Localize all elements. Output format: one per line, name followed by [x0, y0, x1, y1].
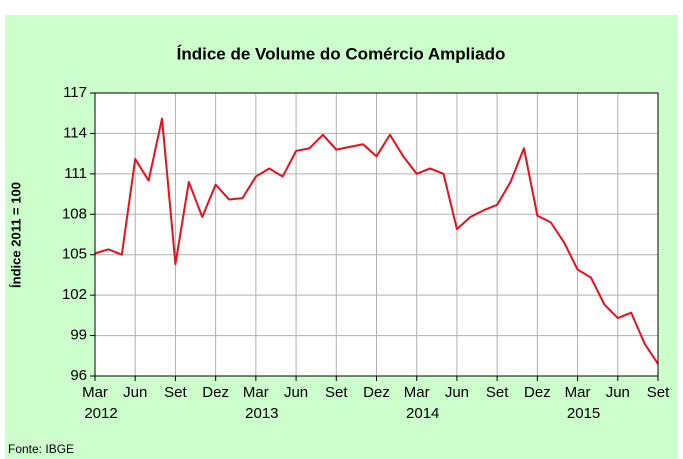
x-tick-label: Jun — [606, 384, 630, 401]
x-year-label: 2014 — [406, 405, 439, 422]
x-year-label: 2015 — [567, 405, 600, 422]
source-note: Fonte: IBGE — [8, 442, 74, 456]
x-tick-label: Set — [164, 384, 187, 401]
x-tick-label: Jun — [123, 384, 147, 401]
x-tick-label: Dez — [202, 384, 229, 401]
x-tick-label: Dez — [363, 384, 390, 401]
y-tick-label: 96 — [70, 367, 87, 384]
x-tick-label: Jun — [445, 384, 469, 401]
x-year-label: 2013 — [245, 405, 278, 422]
plot-border — [94, 92, 659, 377]
x-tick-label: Dez — [524, 384, 551, 401]
x-tick-label: Set — [486, 384, 509, 401]
x-tick-label: Mar — [82, 384, 108, 401]
x-year-label: 2012 — [84, 405, 117, 422]
y-axis-label: Índice 2011 = 100 — [8, 182, 23, 288]
x-tick-label: Jun — [284, 384, 308, 401]
y-tick-label: 108 — [62, 205, 87, 222]
chart-title: Índice de Volume do Comércio Ampliado — [177, 44, 506, 63]
x-tick-label: Mar — [565, 384, 591, 401]
data-line — [94, 117, 659, 365]
y-tick-label: 114 — [63, 124, 87, 141]
y-tick-label: 105 — [62, 246, 87, 263]
y-tick-label: 111 — [64, 165, 87, 182]
x-tick-label: Mar — [243, 384, 269, 401]
x-tick-label: Mar — [404, 384, 430, 401]
y-tick-label: 99 — [70, 327, 87, 344]
y-tick-label: 117 — [63, 84, 87, 101]
x-tick-label: Set — [325, 384, 348, 401]
x-tick-label: Set — [647, 384, 670, 401]
y-tick-label: 102 — [62, 286, 87, 303]
